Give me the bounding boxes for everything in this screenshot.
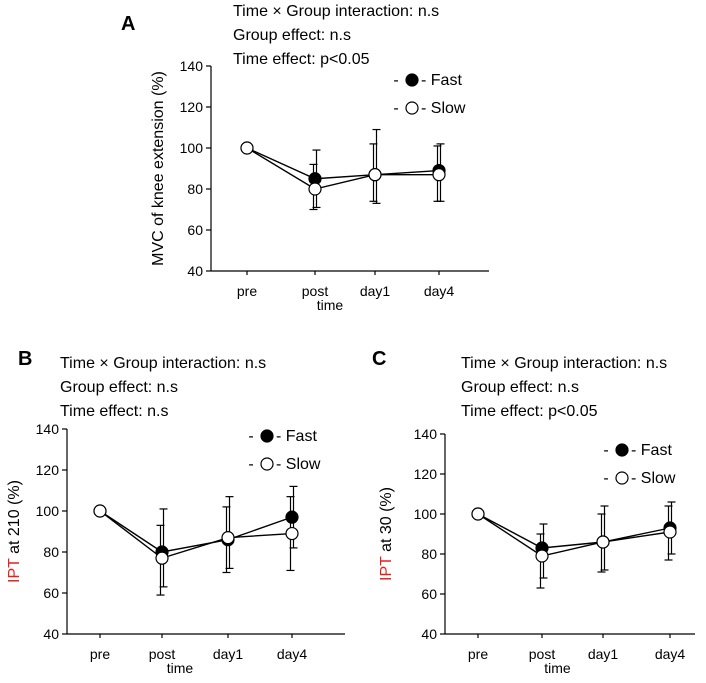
series-line-slow [99,510,293,559]
legend-dash: - [603,470,608,487]
y-tick-label: 60 [43,585,59,601]
panel-b: B Time × Group interaction: n.s Group effe… [6,348,345,676]
data-point-slow [221,531,235,545]
stat-line: Group effect: n.s [461,379,579,396]
legend-label: - Fast [276,428,317,445]
y-tick-label: 40 [187,263,203,279]
legend-label: - Slow [421,100,466,117]
x-tick-label: pre [468,646,488,662]
x-tick-label: post [149,646,176,662]
y-tick-label: 60 [187,222,203,238]
data-point-slow [535,549,549,563]
panel-letter: B [18,348,32,370]
y-axis-label: IPT at 210 (%) [6,480,23,583]
legend-dash: - [248,428,253,445]
y-tick-label: 140 [414,426,438,442]
stat-line: Time effect: p<0.05 [233,51,370,68]
data-point-slow [368,168,382,182]
panel-letter: C [372,348,386,370]
y-axis-label-text: at 210 (%) [6,480,23,558]
panel-c: C Time × Group interaction: n.s Group effe… [372,348,695,676]
y-tick-label: 60 [421,586,437,602]
legend-marker-fast [260,429,274,443]
series-line-slow [477,513,671,557]
data-point-slow [240,141,254,155]
x-tick-label: post [302,283,329,299]
legend-label: - Fast [421,72,462,89]
legend-dash: - [603,442,608,459]
y-tick-label: 140 [36,421,60,437]
data-point-slow [93,504,107,518]
x-tick-label: day1 [588,646,619,662]
x-axis-label: time [167,660,194,676]
stat-line: Group effect: n.s [60,379,178,396]
y-tick-label: 100 [180,140,204,156]
legend-marker-fast [405,73,419,87]
y-tick-label: 40 [43,626,59,642]
y-tick-label: 120 [36,462,60,478]
y-tick-label: 100 [414,506,438,522]
stat-line: Time effect: p<0.05 [461,403,598,420]
data-point-slow [471,507,485,521]
y-tick-label: 80 [43,544,59,560]
legend-dash: - [393,72,398,89]
y-tick-label: 80 [421,546,437,562]
series-line-fast [477,513,671,549]
y-tick-label: 100 [36,503,60,519]
y-axis-label-text: at 30 (%) [378,487,395,556]
data-point-slow [663,525,677,539]
stat-line: Time × Group interaction: n.s [461,355,667,372]
x-tick-label: pre [90,646,110,662]
data-point-slow [308,182,322,196]
data-point-slow [155,551,169,565]
data-point-slow [285,526,299,541]
x-tick-label: day4 [277,646,308,662]
legend-label: - Slow [631,470,676,487]
y-axis-label: IPT at 30 (%) [378,487,395,581]
y-axis-label-text: MVC of knee extension (%) [150,71,167,266]
legend-marker-fast [615,443,629,457]
y-tick-label: 120 [180,99,204,115]
y-tick-label: 120 [414,466,438,482]
data-point-slow [596,535,610,549]
legend-label: - Fast [631,442,672,459]
legend-marker-slow [405,101,419,115]
x-tick-label: post [529,646,556,662]
legend-dash: - [248,456,253,473]
y-tick-label: 140 [180,58,204,74]
series-line-fast [99,510,293,553]
x-axis-label: time [544,660,571,676]
data-point-slow [432,168,446,182]
y-axis-label-highlight: IPT [6,558,23,583]
series-line-slow [246,147,439,190]
legend-marker-slow [260,457,274,471]
x-axis-label: time [317,297,344,313]
x-tick-label: day1 [360,283,391,299]
data-point-fast [285,510,299,524]
panel-a: A Time × Group interaction: n.s Group effe… [121,3,489,313]
stat-line: Time × Group interaction: n.s [233,3,439,20]
legend-dash: - [393,100,398,117]
y-tick-label: 80 [187,181,203,197]
stat-line: Time effect: n.s [60,403,168,420]
x-tick-label: pre [237,283,257,299]
y-axis-label-highlight: IPT [378,556,395,581]
panel-letter: A [121,13,135,35]
y-tick-label: 40 [421,626,437,642]
x-tick-label: day1 [213,646,244,662]
x-tick-label: day4 [424,283,455,299]
series-line-fast [246,147,440,180]
stat-line: Time × Group interaction: n.s [60,355,266,372]
legend-marker-slow [615,471,629,485]
stat-line: Group effect: n.s [233,27,351,44]
legend-label: - Slow [276,456,321,473]
y-axis-label: MVC of knee extension (%) [150,71,167,266]
x-tick-label: day4 [655,646,686,662]
